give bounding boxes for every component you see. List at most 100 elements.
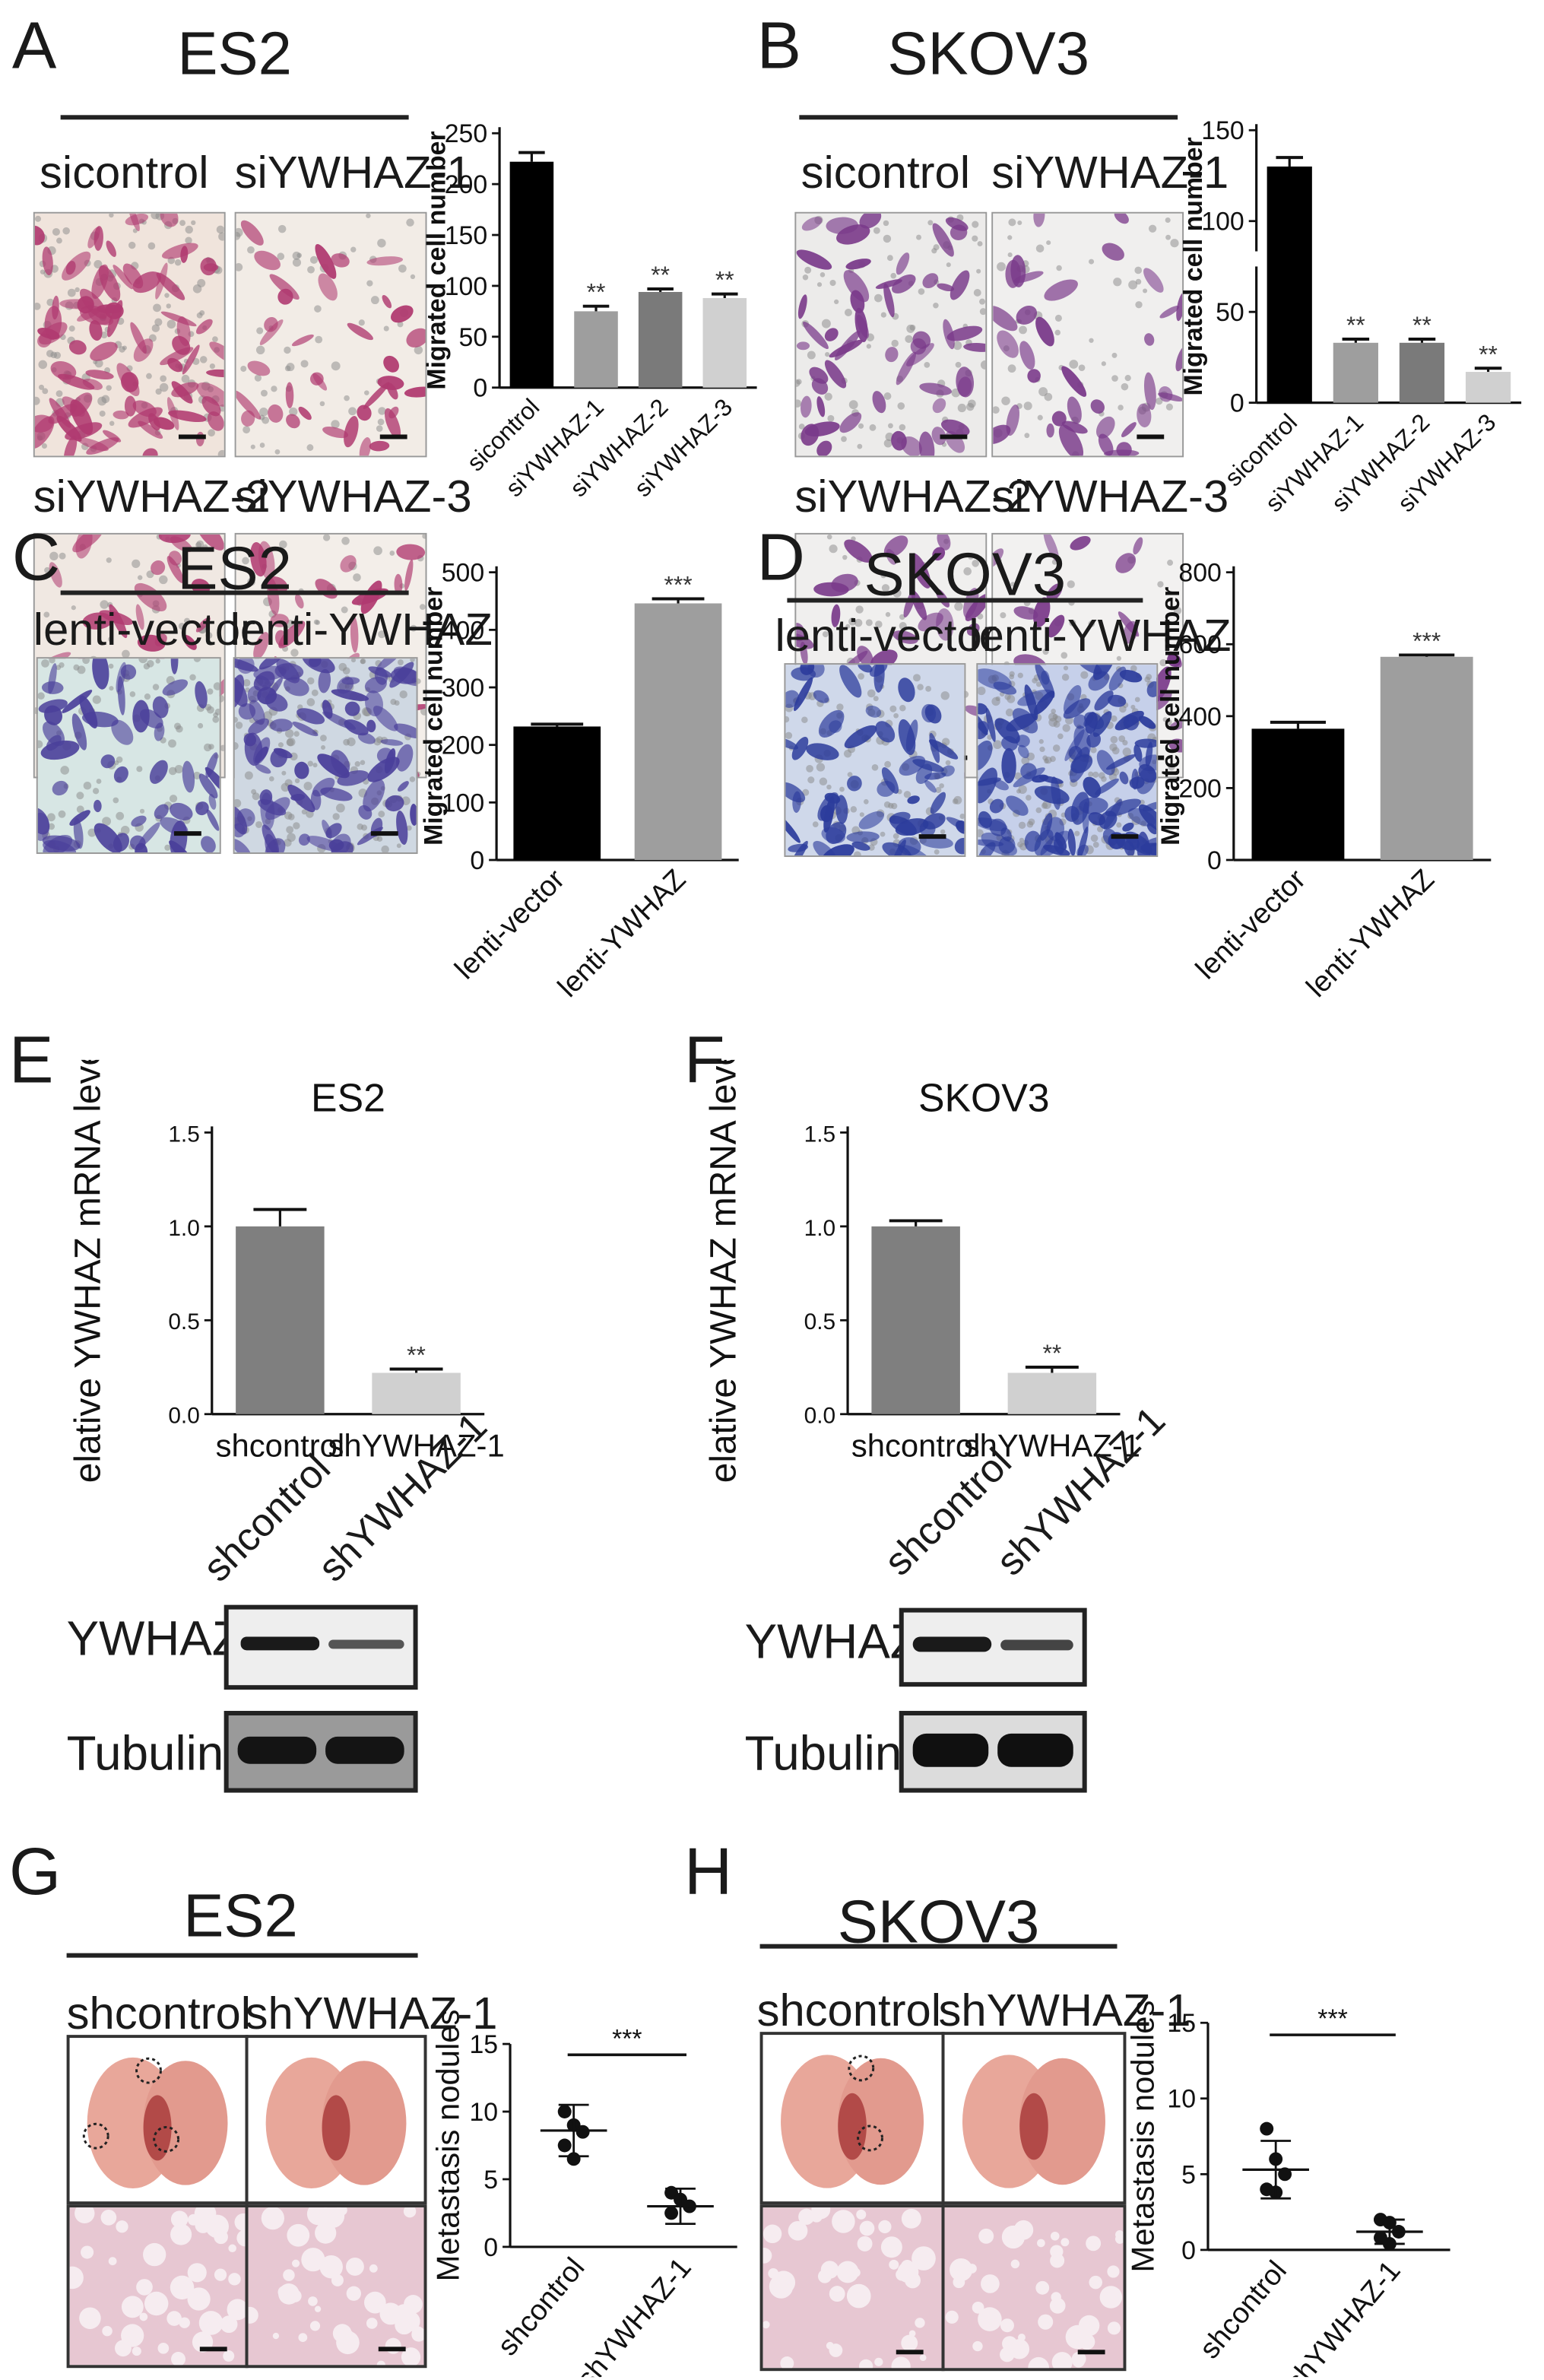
stained-cell [1069, 747, 1090, 783]
blot-band [237, 1736, 317, 1764]
stained-cell [376, 658, 404, 671]
pore [292, 258, 302, 267]
pore [1069, 619, 1076, 627]
pore [243, 426, 251, 434]
pore [1026, 820, 1034, 828]
pore [867, 689, 876, 698]
alveolus [166, 2311, 182, 2326]
stained-cell [330, 833, 351, 853]
stained-cell [274, 630, 287, 647]
alveolus [214, 2268, 227, 2281]
pore [880, 572, 886, 579]
stained-cell [813, 690, 829, 703]
stained-cell [404, 559, 414, 592]
pore [978, 687, 986, 696]
pore [1051, 709, 1056, 714]
stained-cell [1043, 534, 1059, 562]
stained-cell [922, 273, 939, 289]
stained-cell [892, 274, 916, 294]
alveolus [364, 2291, 386, 2314]
pore [376, 425, 383, 432]
stained-cell [318, 668, 331, 693]
stained-cell [930, 792, 946, 814]
pore [1088, 771, 1094, 777]
pore [243, 566, 249, 573]
pore [1101, 361, 1106, 367]
micrograph-lenti-ywhaz [233, 657, 418, 855]
alveolus [919, 2354, 927, 2361]
alveolus [911, 2246, 936, 2271]
pore [410, 274, 416, 280]
pore [1009, 674, 1015, 680]
pore [1111, 375, 1118, 382]
pore [940, 691, 950, 700]
alveolus [1051, 2352, 1073, 2369]
pore [807, 351, 816, 360]
pore [1144, 676, 1151, 683]
pore [119, 346, 125, 353]
scale-bar [199, 2347, 227, 2352]
scale-bar [379, 434, 407, 440]
pore [1063, 665, 1069, 671]
stained-cell [877, 780, 896, 797]
pore [360, 658, 366, 665]
stained-cell [240, 220, 264, 246]
pore [358, 319, 365, 326]
stained-cell [52, 295, 59, 320]
lung-photo-shywhaz-1 [941, 2032, 1127, 2205]
stained-cell [1090, 399, 1105, 414]
stained-cell [68, 340, 87, 355]
pore [1044, 758, 1049, 764]
pore [83, 781, 92, 790]
panel-a-rule [60, 115, 409, 120]
y-axis-label: Metastasis nodules [1124, 2001, 1160, 2273]
pore [883, 439, 892, 448]
stained-cell [839, 412, 862, 433]
pore [155, 388, 162, 395]
pore [917, 684, 924, 690]
image-label: siYWHAZ-3 [991, 472, 1229, 522]
pore [1130, 665, 1137, 672]
stained-cell [265, 833, 279, 853]
image-label: lenti-YWHAZ [969, 611, 1232, 662]
pore [883, 234, 892, 243]
pore [62, 227, 70, 235]
bar [1251, 728, 1345, 860]
pore [307, 760, 313, 766]
pore [396, 843, 401, 849]
stained-cell [398, 781, 409, 792]
stained-cell [86, 437, 119, 455]
stained-cell [844, 539, 873, 563]
alveolus [905, 2272, 921, 2289]
alveolus [132, 2347, 141, 2356]
axis-break [1247, 251, 1266, 267]
pore [378, 811, 385, 817]
alveolus [227, 2299, 246, 2321]
stained-cell [154, 722, 165, 741]
stained-cell [1102, 243, 1124, 261]
pore [398, 264, 407, 273]
blot-row-label: Tubulin [66, 1725, 224, 1781]
alveolus [762, 2248, 772, 2264]
stained-cell [255, 746, 268, 763]
stained-cell [875, 721, 896, 743]
pore [1098, 772, 1105, 779]
alveolus [859, 2220, 875, 2236]
stained-cell [1119, 669, 1143, 683]
micrograph-background [993, 213, 1183, 456]
pore [826, 534, 832, 540]
pore [957, 403, 966, 413]
alveolus [75, 2207, 95, 2224]
stained-cell [208, 793, 217, 810]
stained-cell [1096, 750, 1115, 776]
alveolus [236, 2229, 246, 2247]
alveolus [228, 2244, 236, 2253]
alveolus [1072, 2355, 1085, 2368]
chart-e: 0.0 0.5 1.0 1.5 Relative YWHAZ mRNA level shc… [68, 1060, 504, 1484]
stained-cell [255, 763, 271, 774]
stained-cell [340, 555, 357, 573]
pore [109, 686, 114, 691]
alveolus [194, 2207, 217, 2225]
pore [802, 274, 809, 281]
